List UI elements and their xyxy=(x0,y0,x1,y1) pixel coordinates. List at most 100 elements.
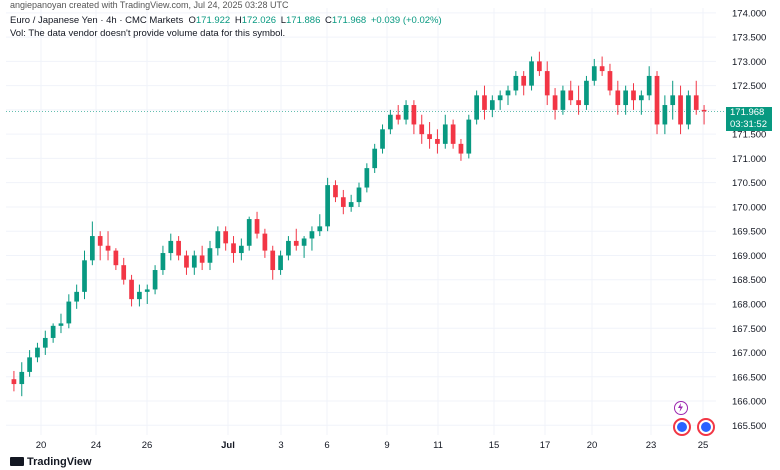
candle-body xyxy=(544,71,550,96)
candle-body xyxy=(301,238,307,246)
candle-body xyxy=(340,197,346,207)
candle-body xyxy=(27,357,32,372)
candle xyxy=(317,214,323,237)
candle xyxy=(348,194,354,212)
change-value: +0.039 (+0.02%) xyxy=(370,15,442,26)
candle-body xyxy=(568,90,574,101)
y-tick-label: 166.500 xyxy=(732,372,766,383)
candle-body xyxy=(42,337,48,348)
candle-body xyxy=(317,226,323,232)
candle-body xyxy=(152,270,158,290)
candle-body xyxy=(82,260,87,292)
high-label: H xyxy=(234,15,242,26)
candle-body xyxy=(50,325,56,338)
event-icon[interactable] xyxy=(673,418,691,436)
y-tick-label: 166.000 xyxy=(732,397,766,408)
candle-body xyxy=(599,66,605,72)
candle xyxy=(591,58,597,86)
candle xyxy=(662,95,668,135)
candle xyxy=(419,114,425,144)
candle xyxy=(270,245,276,280)
candle xyxy=(262,228,268,258)
candle xyxy=(693,80,699,115)
candle xyxy=(450,119,456,149)
candle xyxy=(607,63,613,96)
y-tick-label: 165.500 xyxy=(732,421,766,432)
candle xyxy=(301,236,307,258)
x-tick-label: 3 xyxy=(278,440,283,451)
candle-body xyxy=(584,80,589,106)
candle-body xyxy=(356,187,362,203)
candle-body xyxy=(435,139,440,144)
candle-body xyxy=(388,114,393,130)
symbol-name[interactable]: Euro / Japanese Yen · 4h · CMC Markets xyxy=(10,15,184,26)
y-tick-label: 170.500 xyxy=(732,178,766,189)
x-tick-label: 11 xyxy=(433,440,443,451)
candle-body xyxy=(638,95,644,101)
candle xyxy=(552,88,558,120)
candle-body xyxy=(121,265,127,280)
candle xyxy=(646,66,652,101)
candle xyxy=(584,75,589,110)
price-axis[interactable]: 174.000173.500173.000172.500172.000171.5… xyxy=(732,8,766,431)
candle-body xyxy=(11,379,17,385)
candle xyxy=(654,71,660,135)
candle xyxy=(11,370,17,392)
candle-body xyxy=(411,105,417,125)
y-tick-label: 171.500 xyxy=(732,130,766,141)
candle-body xyxy=(129,279,134,300)
candle-body xyxy=(160,253,166,271)
candle xyxy=(638,90,644,115)
candle-body xyxy=(450,124,456,144)
candle xyxy=(199,245,205,271)
candle xyxy=(466,114,472,159)
time-axis[interactable]: 20 24 26 Jul 3 6 9 11 15 17 20 23 25 xyxy=(36,440,709,451)
candle xyxy=(599,56,605,76)
candle-body xyxy=(239,245,244,254)
candles xyxy=(11,51,707,397)
candle-body xyxy=(207,248,213,263)
close-label: C xyxy=(325,15,332,26)
candle-body xyxy=(270,250,276,271)
candle-body xyxy=(254,219,260,234)
candle xyxy=(231,236,236,263)
candle xyxy=(246,216,252,251)
event-icon[interactable] xyxy=(697,418,715,436)
x-tick-label: 15 xyxy=(489,440,500,451)
candle-body xyxy=(474,95,479,120)
bar-countdown: 03:31:52 xyxy=(730,119,767,130)
candle xyxy=(74,284,80,309)
x-tick-label: 25 xyxy=(698,440,709,451)
candle xyxy=(678,85,683,135)
x-tick-label: 26 xyxy=(142,440,153,451)
lightning-icon[interactable] xyxy=(674,401,688,415)
candle xyxy=(121,257,127,285)
candle-body xyxy=(403,105,409,120)
candle-body xyxy=(576,100,581,106)
candle xyxy=(144,284,150,304)
candle-body xyxy=(678,95,683,125)
open-label: O xyxy=(188,15,196,26)
candle xyxy=(489,95,495,118)
candle xyxy=(137,284,142,307)
candle xyxy=(427,122,432,149)
candle xyxy=(89,221,95,266)
candle-body xyxy=(419,124,425,135)
candle xyxy=(168,233,174,261)
symbol-legend: Euro / Japanese Yen · 4h · CMC Markets O… xyxy=(10,15,442,26)
candle xyxy=(474,90,479,125)
y-tick-label: 167.000 xyxy=(732,348,766,359)
candle xyxy=(309,226,315,251)
candle xyxy=(521,71,527,96)
candle-body xyxy=(97,236,103,246)
candle-body xyxy=(168,240,174,254)
candle xyxy=(35,342,40,363)
candle-body xyxy=(623,90,629,106)
candle xyxy=(215,226,221,256)
tradingview-logo[interactable]: TradingView xyxy=(10,456,92,468)
candle-body xyxy=(176,240,181,256)
y-tick-label: 172.500 xyxy=(732,81,766,92)
candle xyxy=(372,143,378,173)
candle-body xyxy=(113,250,119,266)
